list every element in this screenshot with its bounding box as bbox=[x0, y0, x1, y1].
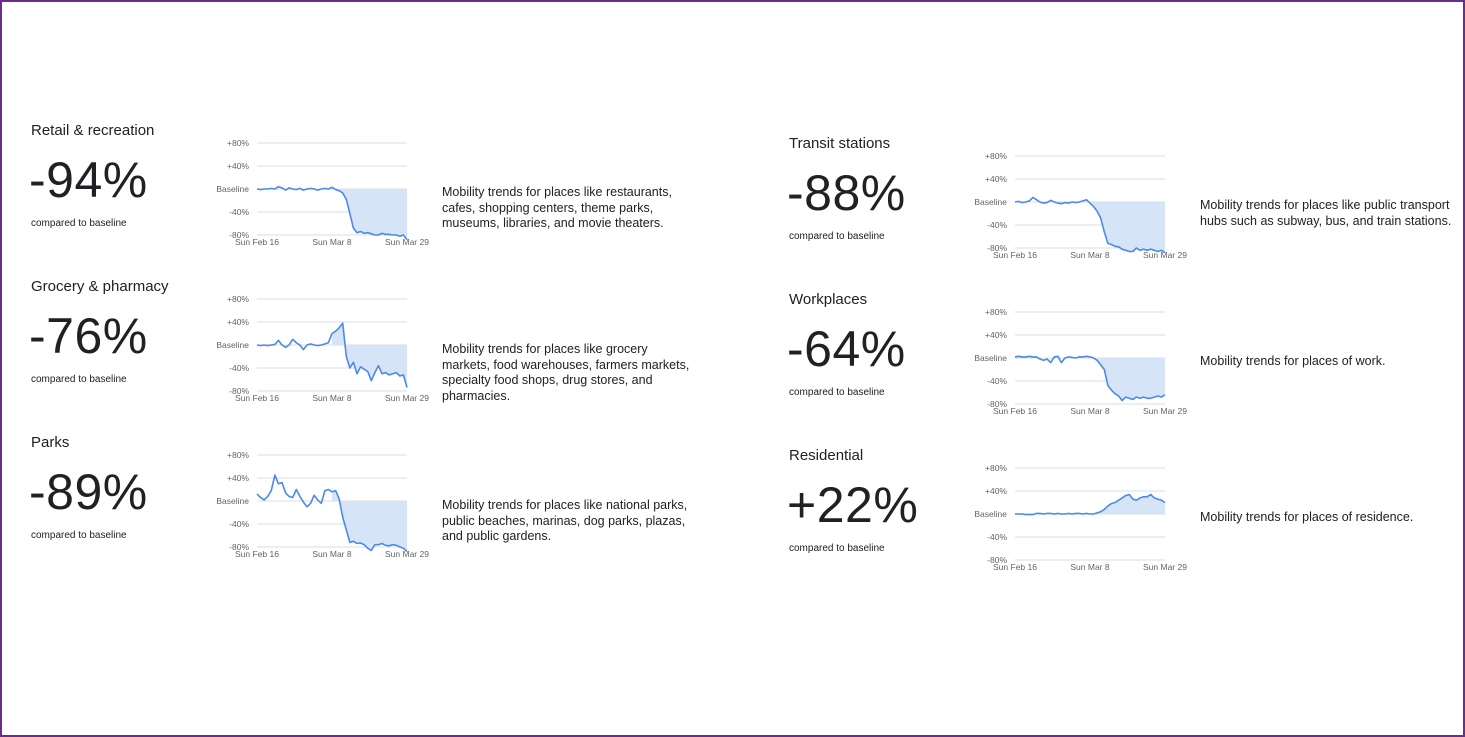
y-tick-label: +40% bbox=[227, 317, 249, 327]
mini-trend-chart: +80% +40% Baseline -40% -80%Sun Feb 16 Sun Ma… bbox=[216, 450, 429, 559]
compared-to-baseline-label: compared to baseline bbox=[31, 530, 127, 541]
y-tick-label: -40% bbox=[229, 207, 249, 217]
trend-line bbox=[1014, 355, 1166, 402]
deviation-area bbox=[1090, 494, 1165, 514]
y-tick-label: -40% bbox=[987, 532, 1007, 542]
trend-line bbox=[256, 322, 408, 388]
x-tick-label: Sun Mar 8 bbox=[312, 549, 351, 559]
y-tick-label: +40% bbox=[227, 473, 249, 483]
panel-grocery-pharmacy: Grocery & pharmacy -76% compared to baseli… bbox=[29, 278, 731, 418]
y-tick-label: +40% bbox=[985, 330, 1007, 340]
y-tick-label: -40% bbox=[229, 363, 249, 373]
y-tick-label: +80% bbox=[227, 138, 249, 148]
y-tick-label: -80% bbox=[987, 243, 1007, 253]
x-tick-label: Sun Mar 29 bbox=[1143, 562, 1187, 572]
compared-to-baseline-label: compared to baseline bbox=[789, 543, 885, 554]
y-tick-label: -40% bbox=[987, 220, 1007, 230]
y-tick-label: +40% bbox=[227, 161, 249, 171]
x-tick-label: Sun Mar 29 bbox=[1143, 250, 1187, 260]
panel-transit-stations: Transit stations -88% compared to baseline… bbox=[787, 135, 1465, 275]
x-tick-label: Sun Feb 16 bbox=[235, 393, 279, 403]
deviation-area bbox=[1090, 356, 1165, 401]
trend-line bbox=[1015, 493, 1166, 516]
y-tick-label: Baseline bbox=[216, 184, 249, 194]
mini-trend-chart: +80% +40% Baseline -40% -80%Sun Feb 16 Sun Ma… bbox=[974, 463, 1187, 572]
panel-parks: Parks -89% compared to baseline Mobility tr… bbox=[29, 434, 731, 574]
y-tick-label: Baseline bbox=[216, 496, 249, 506]
mini-trend-chart: +80% +40% Baseline -40% -80%Sun Feb 16 Sun Ma… bbox=[974, 151, 1187, 260]
compared-to-baseline-label: compared to baseline bbox=[31, 218, 127, 229]
headline-percentage: -89% bbox=[29, 464, 148, 520]
category-description: Mobility trends for places like grocery … bbox=[442, 342, 690, 403]
headline-percentage: -76% bbox=[29, 308, 148, 364]
x-tick-label: Sun Mar 8 bbox=[1070, 562, 1109, 572]
headline-percentage: +22% bbox=[787, 477, 919, 533]
mini-trend-chart: +80% +40% Baseline -40% -80%Sun Feb 16 Sun Ma… bbox=[974, 307, 1187, 416]
y-tick-label: Baseline bbox=[216, 340, 249, 350]
y-tick-label: -80% bbox=[987, 555, 1007, 565]
panel-retail-recreation: Retail & recreation -94% compared to basel… bbox=[29, 122, 731, 262]
compared-to-baseline-label: compared to baseline bbox=[789, 231, 885, 242]
category-title: Transit stations bbox=[789, 135, 891, 152]
y-tick-label: +80% bbox=[985, 463, 1007, 473]
category-title: Parks bbox=[31, 434, 70, 451]
x-tick-label: Sun Feb 16 bbox=[235, 237, 279, 247]
trend-line bbox=[256, 185, 408, 241]
x-tick-label: Sun Mar 29 bbox=[1143, 406, 1187, 416]
y-tick-label: -40% bbox=[229, 519, 249, 529]
category-description: Mobility trends for places of work. bbox=[1200, 354, 1386, 368]
headline-percentage: -94% bbox=[29, 152, 148, 208]
category-title: Residential bbox=[789, 447, 864, 464]
y-tick-label: -40% bbox=[987, 376, 1007, 386]
y-tick-label: +80% bbox=[985, 151, 1007, 161]
mini-trend-chart: +80% +40% Baseline -40% -80%Sun Feb 16 Sun Ma… bbox=[216, 294, 429, 403]
y-tick-label: +80% bbox=[985, 307, 1007, 317]
y-tick-label: Baseline bbox=[974, 197, 1007, 207]
x-tick-label: Sun Mar 29 bbox=[385, 237, 429, 247]
category-title: Retail & recreation bbox=[31, 122, 155, 139]
y-tick-label: +80% bbox=[227, 450, 249, 460]
x-tick-label: Sun Mar 8 bbox=[312, 393, 351, 403]
x-tick-label: Sun Feb 16 bbox=[993, 406, 1037, 416]
x-tick-label: Sun Mar 8 bbox=[312, 237, 351, 247]
trend-line bbox=[256, 474, 408, 553]
panel-residential: Residential +22% compared to baseline Mobil… bbox=[787, 447, 1465, 587]
deviation-area bbox=[1090, 202, 1165, 253]
compared-to-baseline-label: compared to baseline bbox=[789, 387, 885, 398]
x-tick-label: Sun Mar 8 bbox=[1070, 250, 1109, 260]
deviation-area bbox=[332, 323, 407, 388]
headline-percentage: -64% bbox=[787, 321, 906, 377]
y-tick-label: Baseline bbox=[974, 353, 1007, 363]
y-tick-label: -80% bbox=[987, 399, 1007, 409]
y-tick-label: +40% bbox=[985, 486, 1007, 496]
y-tick-label: -80% bbox=[229, 386, 249, 396]
compared-to-baseline-label: compared to baseline bbox=[31, 374, 127, 385]
category-description: Mobility trends for places of residence. bbox=[1200, 510, 1414, 524]
y-tick-label: +40% bbox=[985, 174, 1007, 184]
y-tick-label: +80% bbox=[227, 294, 249, 304]
category-title: Workplaces bbox=[789, 291, 868, 308]
category-title: Grocery & pharmacy bbox=[31, 278, 169, 295]
deviation-area bbox=[332, 490, 407, 552]
category-description: Mobility trends for places like public t… bbox=[1200, 198, 1452, 228]
y-tick-label: -80% bbox=[229, 230, 249, 240]
trend-line bbox=[1014, 196, 1166, 254]
x-tick-label: Sun Mar 29 bbox=[385, 549, 429, 559]
category-description: Mobility trends for places like national… bbox=[442, 498, 688, 543]
headline-percentage: -88% bbox=[787, 165, 906, 221]
x-tick-label: Sun Feb 16 bbox=[993, 250, 1037, 260]
y-tick-label: -80% bbox=[229, 542, 249, 552]
x-tick-label: Sun Feb 16 bbox=[993, 562, 1037, 572]
panel-workplaces: Workplaces -64% compared to baseline Mobili… bbox=[787, 291, 1465, 431]
deviation-area bbox=[332, 187, 407, 240]
x-tick-label: Sun Mar 29 bbox=[385, 393, 429, 403]
category-description: Mobility trends for places like restaura… bbox=[442, 185, 672, 230]
mini-trend-chart: +80% +40% Baseline -40% -80%Sun Feb 16 Sun Ma… bbox=[216, 138, 429, 247]
y-tick-label: Baseline bbox=[974, 509, 1007, 519]
x-tick-label: Sun Mar 8 bbox=[1070, 406, 1109, 416]
x-tick-label: Sun Feb 16 bbox=[235, 549, 279, 559]
